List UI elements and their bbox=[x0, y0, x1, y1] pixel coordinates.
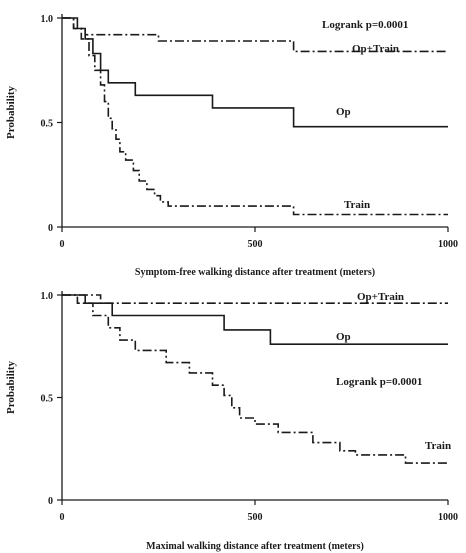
logrank-annotation: Logrank p=0.0001 bbox=[336, 376, 422, 388]
series-label: Op+Train bbox=[357, 291, 404, 303]
x-tick-label: 500 bbox=[248, 512, 263, 523]
series-label: Op bbox=[336, 331, 351, 343]
series-line-train bbox=[62, 17, 448, 216]
series-line-op-train bbox=[62, 17, 448, 53]
y-tick-label: 0.5 bbox=[41, 119, 54, 130]
y-tick-label: 1.0 bbox=[41, 14, 54, 25]
x-axis-label: Symptom-free walking distance after trea… bbox=[135, 267, 375, 278]
x-axis-label: Maximal walking distance after treatment… bbox=[146, 541, 364, 552]
y-tick-label: 1.0 bbox=[41, 291, 54, 302]
y-tick-label: 0 bbox=[48, 496, 53, 507]
logrank-annotation: Logrank p=0.0001 bbox=[322, 19, 408, 31]
series-line-op bbox=[62, 294, 448, 346]
y-tick-label: 0.5 bbox=[41, 394, 54, 405]
x-tick-label: 500 bbox=[248, 239, 263, 250]
y-axis-label: Probability bbox=[5, 361, 17, 414]
x-tick-label: 0 bbox=[60, 239, 65, 250]
series-line-op bbox=[62, 17, 448, 128]
y-axis-label: Probability bbox=[5, 86, 17, 139]
series-label: Op+Train bbox=[352, 43, 399, 55]
chart-panel-symptom-free: 0 0.5 1.0 0 500 1000 Symptom-free walking dist… bbox=[5, 14, 458, 278]
y-tick-label: 0 bbox=[48, 223, 53, 234]
series-label: Train bbox=[344, 199, 370, 211]
chart-panel-maximal: 0 0.5 1.0 0 500 1000 Maximal walking distance … bbox=[5, 291, 458, 552]
x-tick-label: 0 bbox=[60, 512, 65, 523]
x-tick-label: 1000 bbox=[438, 239, 458, 250]
series-line-train bbox=[62, 294, 448, 464]
series-label: Train bbox=[425, 440, 451, 452]
x-tick-label: 1000 bbox=[438, 512, 458, 523]
series-label: Op bbox=[336, 106, 351, 118]
